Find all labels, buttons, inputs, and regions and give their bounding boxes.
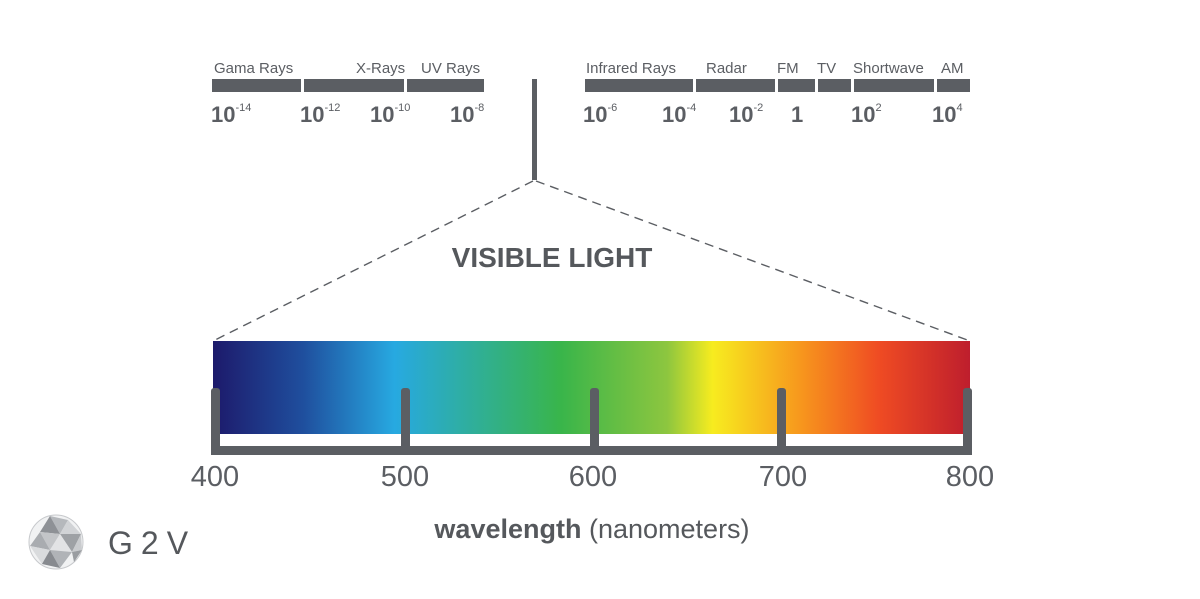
tick-label-800: 800	[946, 461, 994, 493]
exponent-label: 104	[932, 102, 963, 127]
exponent-label: 10-4	[662, 102, 696, 127]
exponent-label: 10-2	[729, 102, 763, 127]
band-label-uv: UV Rays	[421, 60, 480, 77]
tick-label-500: 500	[381, 461, 429, 493]
logo-text: G2V	[108, 525, 196, 561]
tick-label-600: 600	[569, 461, 617, 493]
exponent-label: 10-6	[583, 102, 617, 127]
exponent-label: 10-14	[211, 102, 251, 127]
zoom-lines	[212, 180, 971, 342]
band-bar-tv	[818, 79, 851, 92]
tick-label-400: 400	[191, 461, 239, 493]
g2v-logo: G2V	[28, 514, 196, 570]
exponent-label: 10-12	[300, 102, 340, 127]
band-bar-fm	[778, 79, 815, 92]
band-label-xray: X-Rays	[356, 60, 405, 77]
tick-label-700: 700	[759, 461, 807, 493]
band-bar-gamma	[212, 79, 301, 92]
band-bar-xray	[304, 79, 404, 92]
band-label-fm: FM	[777, 60, 799, 77]
band-labels: Gama Rays X-Rays UV Rays Infrared Rays R…	[214, 60, 964, 77]
geodesic-sphere-icon	[28, 514, 84, 570]
scale-tick	[777, 388, 786, 455]
visible-light-title: VISIBLE LIGHT	[452, 242, 653, 273]
band-bar-uv	[407, 79, 484, 92]
tick-labels: 400 500 600 700 800	[191, 461, 994, 493]
band-label-infrared: Infrared Rays	[586, 60, 676, 77]
band-label-tv: TV	[817, 60, 836, 77]
axis-label: wavelength (nanometers)	[433, 514, 749, 544]
band-bar-am	[937, 79, 970, 92]
wavelength-scale	[211, 388, 972, 455]
exponent-label: 10-8	[450, 102, 484, 127]
band-bar-radar	[696, 79, 775, 92]
band-label-gamma: Gama Rays	[214, 60, 293, 77]
band-bar-shortwave	[854, 79, 934, 92]
exponent-label: 102	[851, 102, 882, 127]
wavelength-exponents: 10-14 10-12 10-10 10-8 10-6 10-4 10-2 1 …	[211, 102, 963, 127]
zoom-line-right	[535, 180, 971, 342]
scale-tick	[401, 388, 410, 455]
scale-tick	[590, 388, 599, 455]
band-bars	[212, 79, 970, 92]
band-label-shortwave: Shortwave	[853, 60, 924, 77]
band-label-am: AM	[941, 60, 964, 77]
scale-tick	[211, 388, 220, 455]
band-bar-infrared	[585, 79, 693, 92]
exponent-label: 10-10	[370, 102, 410, 127]
visible-pointer	[532, 79, 537, 180]
band-label-radar: Radar	[706, 60, 747, 77]
exponent-label: 1	[791, 102, 803, 127]
scale-tick	[963, 388, 972, 455]
